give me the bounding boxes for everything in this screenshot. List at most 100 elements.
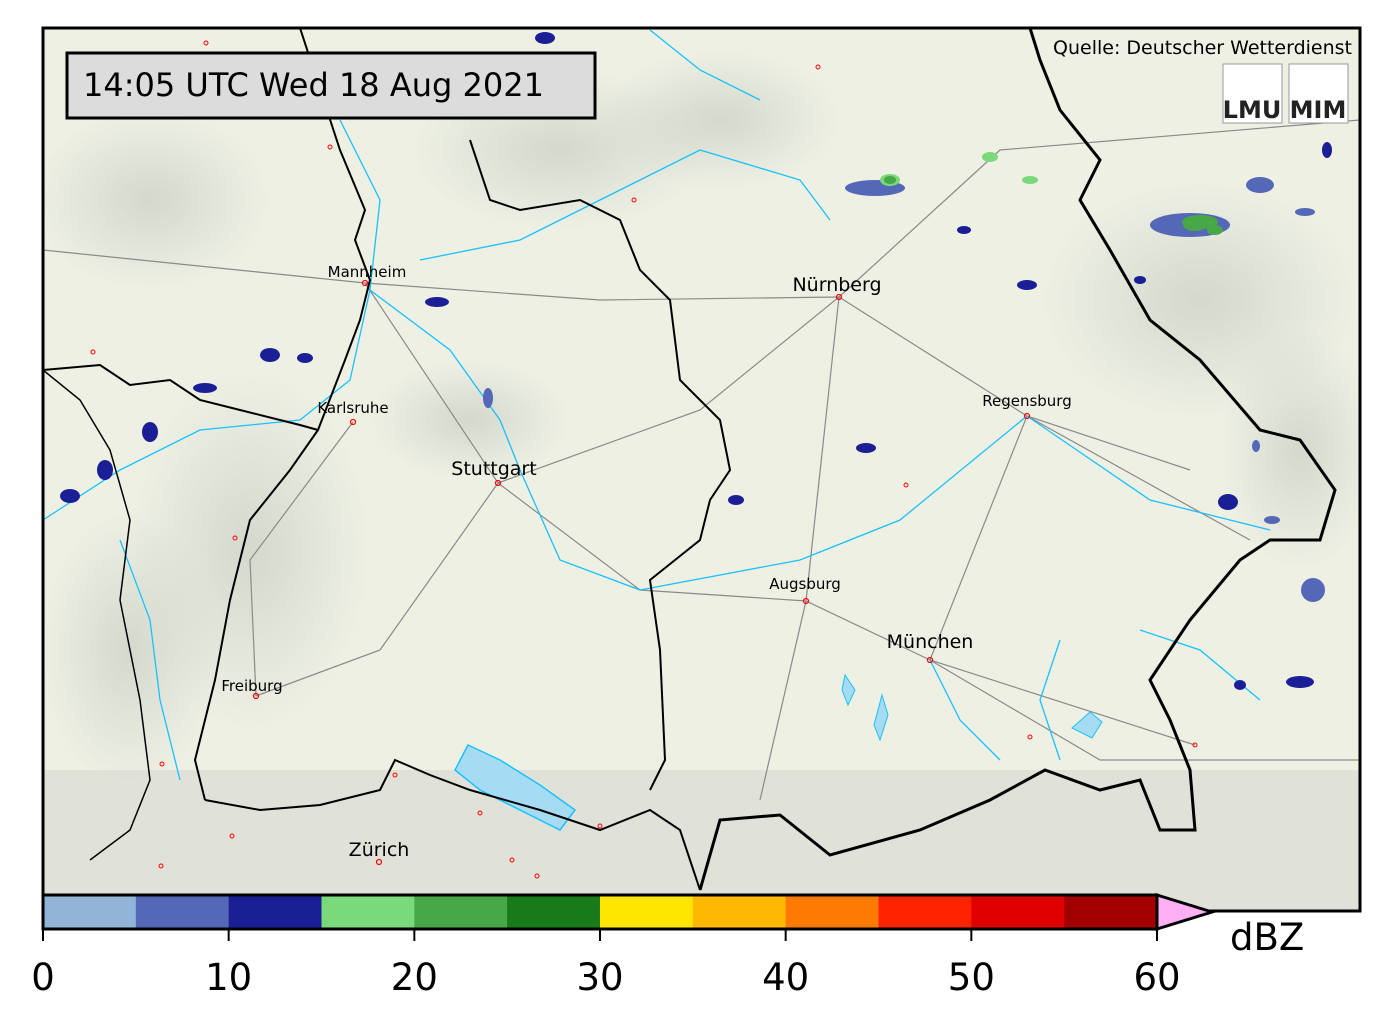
town-dot	[509, 857, 515, 863]
roads	[43, 119, 1360, 801]
city-label: Mannheim	[328, 263, 407, 281]
radar-echo	[1295, 208, 1315, 216]
colorbar-bin	[878, 895, 972, 929]
colorbar-bin	[228, 895, 322, 929]
river	[1039, 639, 1061, 761]
lmu-logo: LMU	[1222, 63, 1283, 124]
city-dot	[1023, 412, 1031, 420]
radar-echo	[425, 297, 449, 307]
lake-starnberg	[873, 693, 889, 742]
colorbar-tick-label: 40	[762, 956, 809, 999]
radar-echo	[142, 422, 158, 442]
city-label: Augsburg	[769, 575, 841, 593]
town-dot	[158, 863, 164, 869]
road	[929, 415, 1028, 661]
radar-echo	[1183, 219, 1207, 231]
radar-echo	[1264, 516, 1280, 524]
city-dot	[349, 418, 357, 426]
city-dot	[361, 279, 369, 287]
radar-echo	[483, 388, 493, 408]
lake-ammersee	[841, 673, 856, 707]
colorbar-bin	[785, 895, 879, 929]
river	[929, 659, 1001, 761]
city-label: München	[887, 631, 974, 653]
radar-echo	[1017, 280, 1037, 290]
city-stuttgart: Stuttgart	[451, 458, 537, 487]
road	[1026, 415, 1251, 541]
town-dot	[90, 349, 96, 355]
city-label: Regensburg	[982, 392, 1072, 410]
radar-echo	[884, 176, 896, 184]
town-dot	[815, 64, 821, 70]
town-dot	[203, 40, 209, 46]
relief-shade	[600, 50, 840, 190]
relief-shade	[1220, 330, 1360, 570]
colorbar-bin	[692, 895, 787, 929]
road	[364, 282, 1196, 746]
radar-echo	[1218, 494, 1238, 510]
svg-text:LMU: LMU	[1223, 96, 1282, 124]
city-label: Nürnberg	[792, 274, 881, 296]
town-dot	[534, 873, 540, 879]
town-dot	[477, 810, 483, 816]
city-labels: Mannheim Karlsruhe Stuttgart Nürnberg Regens…	[90, 40, 1198, 879]
colorbar-bin	[321, 895, 415, 929]
road	[838, 119, 1360, 298]
radar-echo	[1246, 177, 1274, 193]
colorbar-tick-label: 20	[391, 956, 438, 999]
road	[364, 282, 840, 301]
town-dot	[1192, 742, 1198, 748]
lake-bodensee	[454, 744, 577, 831]
radar-echo	[535, 32, 555, 44]
city-dot	[375, 858, 383, 866]
radar-echo	[957, 226, 971, 234]
mim-logo: MIM	[1288, 63, 1349, 124]
radar-echo	[297, 353, 313, 363]
radar-echo	[1207, 225, 1223, 235]
timestamp-title: 14:05 UTC Wed 18 Aug 2021	[83, 66, 544, 104]
lake-chiemsee	[1071, 711, 1103, 739]
radar-echo	[60, 489, 80, 503]
road	[43, 249, 366, 284]
colorbar-bin	[135, 895, 230, 929]
city-dot	[926, 656, 934, 664]
radar-echo	[856, 443, 876, 453]
city-karlsruhe: Karlsruhe	[317, 399, 389, 426]
city-dot	[802, 597, 810, 605]
relief-shade	[370, 360, 570, 480]
city-münchen: München	[887, 631, 974, 664]
colorbar-tick-label: 0	[31, 956, 55, 999]
city-regensburg: Regensburg	[982, 392, 1072, 420]
radar-echo	[1322, 142, 1332, 158]
town-dot	[327, 144, 333, 150]
radar-echo	[728, 495, 744, 505]
colorbar-tick-label: 60	[1133, 956, 1180, 999]
city-label: Freiburg	[221, 677, 282, 695]
radar-echo	[1022, 176, 1038, 184]
city-nürnberg: Nürnberg	[792, 274, 882, 301]
road	[255, 482, 499, 697]
radar-echo	[1301, 578, 1325, 602]
radar-echo	[193, 383, 217, 393]
road	[805, 296, 840, 602]
town-dot	[597, 823, 603, 829]
river	[649, 29, 761, 101]
colorbar-bin	[600, 895, 694, 929]
river	[419, 149, 831, 261]
town-dot	[392, 772, 398, 778]
svg-text:MIM: MIM	[1290, 96, 1347, 124]
radar-echoes	[60, 32, 1332, 690]
city-dot	[835, 293, 843, 301]
colorbar-bin	[971, 895, 1065, 929]
city-augsburg: Augsburg	[769, 575, 841, 605]
title-box	[65, 51, 597, 120]
data-source: Quelle: Deutscher Wetterdienst	[1053, 37, 1352, 59]
city-label: Zürich	[349, 839, 410, 861]
colorbar-tick-label: 30	[576, 956, 623, 999]
radar-echo	[1252, 440, 1260, 452]
colorbar-tick-label: 10	[205, 956, 252, 999]
radar-echo	[1134, 276, 1146, 284]
river	[119, 539, 181, 781]
admin-borders	[43, 28, 1337, 891]
